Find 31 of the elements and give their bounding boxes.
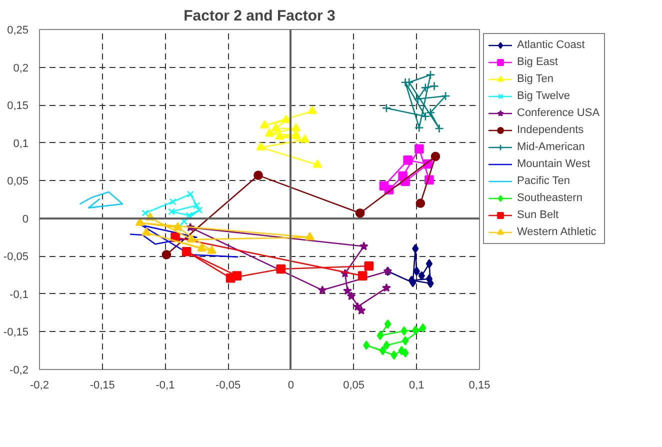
x-tick-label: 0,15: [468, 380, 490, 392]
chart-title: Factor 2 and Factor 3: [184, 8, 336, 24]
legend-label: Atlantic Coast: [517, 38, 585, 52]
x-tick-label: -0,15: [90, 380, 115, 392]
y-tick-label: 0,25: [7, 24, 29, 36]
y-tick-label: 0,15: [7, 100, 29, 112]
x-tick-label: -0,05: [216, 380, 241, 392]
y-tick-label: -0,2: [10, 364, 29, 376]
legend-label: Independents: [517, 123, 584, 137]
legend-label: Pacific Ten: [517, 174, 570, 188]
legend-label: Conference USA: [517, 106, 600, 120]
y-tick-label: 0: [22, 213, 29, 226]
y-tick-label: 0,1: [13, 138, 29, 150]
x-tick-label: 0,1: [408, 380, 424, 392]
y-tick-label: -0,1: [10, 288, 29, 301]
legend-label: Mountain West: [517, 157, 590, 171]
legend-label: Big Twelve: [517, 89, 570, 103]
legend-label: Big Ten: [517, 72, 554, 86]
legend-label: Big East: [517, 55, 558, 69]
x-tick-label: 0: [288, 380, 294, 392]
x-tick-label: 0,05: [343, 380, 365, 392]
y-tick-label: 0,2: [13, 62, 29, 74]
x-tick-label: -0,1: [156, 380, 175, 392]
y-tick-label: -0,05: [3, 251, 29, 264]
y-tick-label: -0,15: [3, 326, 29, 339]
legend-label: Sun Belt: [517, 208, 559, 222]
legend-label: Mid-American: [517, 140, 585, 154]
x-tick-label: -0,2: [30, 380, 49, 392]
y-tick-label: 0,05: [7, 176, 29, 188]
legend-label: Western Athletic: [517, 225, 596, 239]
legend-label: Southeastern: [517, 191, 582, 205]
